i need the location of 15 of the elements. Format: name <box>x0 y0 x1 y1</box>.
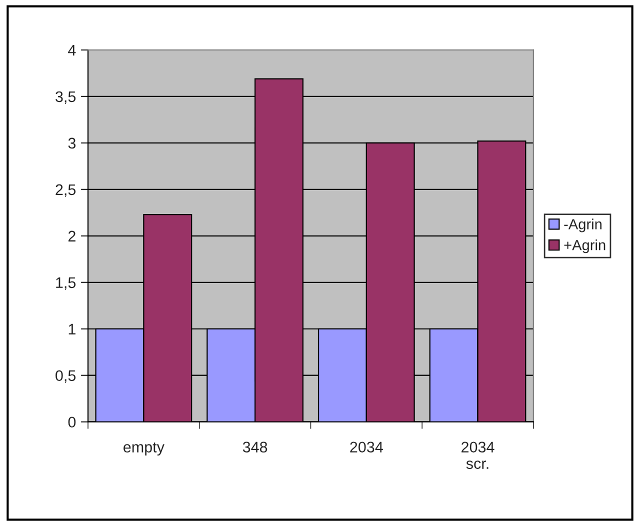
y-tick-label: 1 <box>68 324 76 334</box>
y-tick-label: 2 <box>68 230 76 242</box>
y-tick-label: 3 <box>68 138 76 149</box>
y-tick-label: 0,5 <box>56 370 76 383</box>
y-tick-label: 2,5 <box>56 184 76 197</box>
legend-label: +Agrin <box>564 240 606 254</box>
x-tick-label: 348 <box>242 442 268 453</box>
y-tick-label: 0 <box>68 416 76 428</box>
x-tick-label: empty <box>124 442 164 456</box>
legend-label: -Agrin <box>564 218 602 232</box>
x-tick-label: 2034 <box>350 442 383 453</box>
y-tick-label: 4 <box>68 44 76 56</box>
x-tick-label: 2034 scr. <box>462 442 494 469</box>
y-tick-label: 3,5 <box>56 91 76 104</box>
y-tick-label: 1,5 <box>56 277 76 290</box>
